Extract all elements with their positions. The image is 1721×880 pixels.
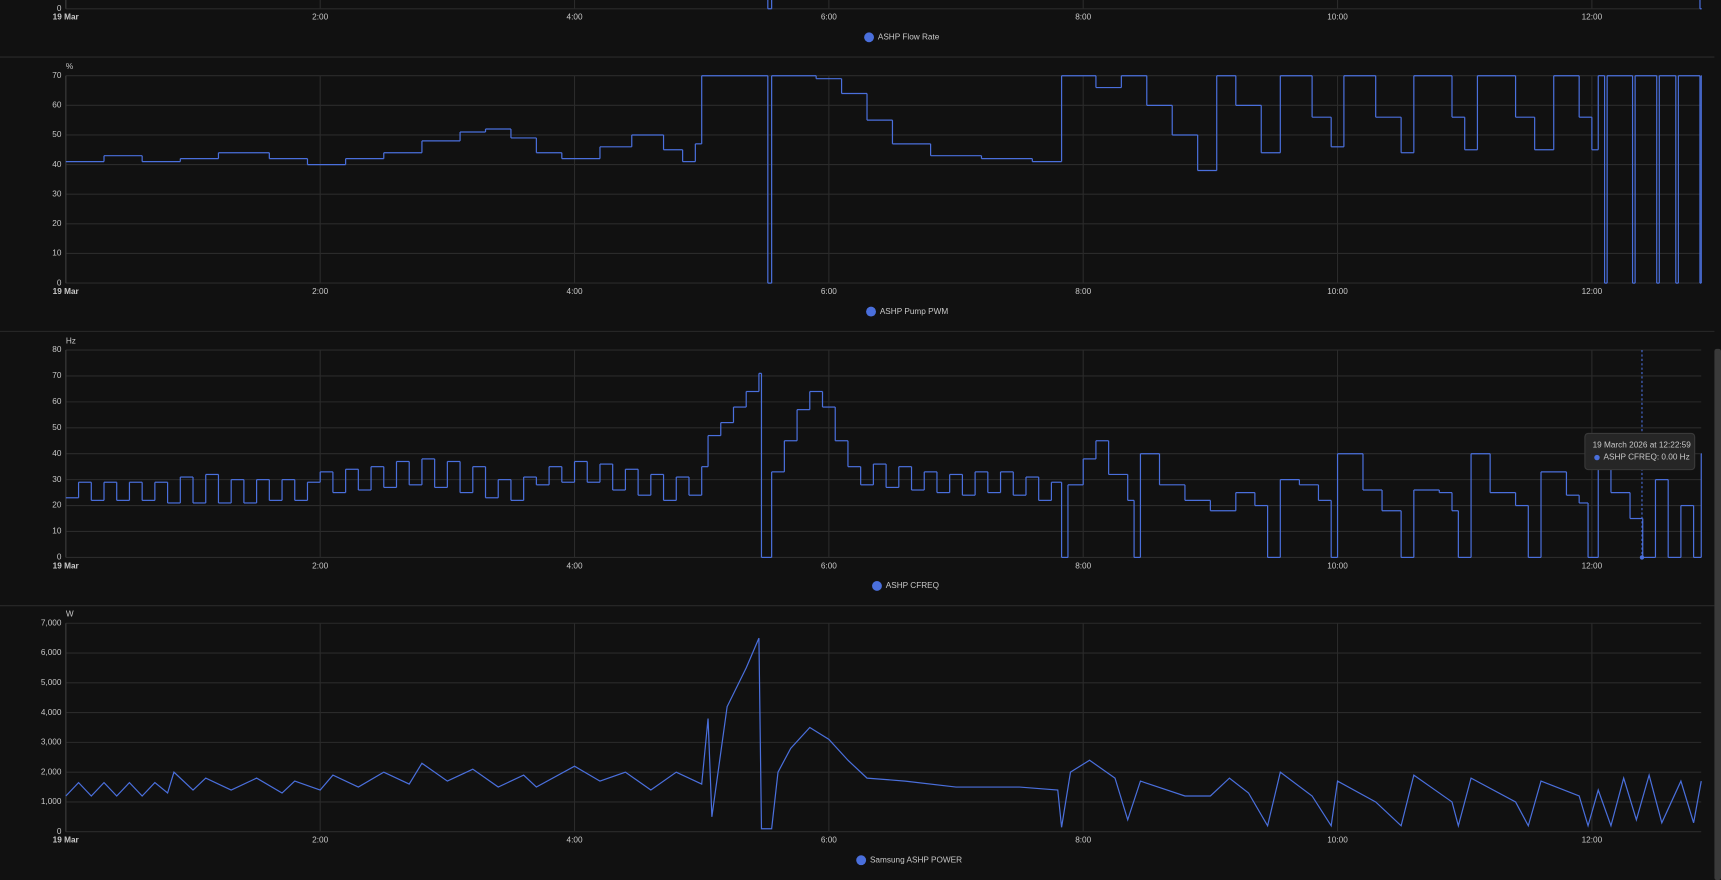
series-line (65, 637, 1702, 830)
tooltip-marker (1594, 454, 1600, 461)
x-tick-label: 8:00 (1075, 561, 1091, 570)
y-tick-label: 0 (57, 278, 62, 287)
y-tick-label: 10 (52, 249, 62, 258)
y-tick-label: 40 (52, 449, 62, 458)
y-tick-label: 60 (52, 101, 62, 110)
legend-marker (872, 580, 882, 591)
series-line (65, 372, 1702, 559)
series-line (767, 0, 1702, 10)
x-tick-label: 4:00 (567, 561, 583, 570)
x-tick-label: 12:00 (1582, 561, 1603, 570)
x-tick-label: 8:00 (1075, 287, 1091, 296)
y-tick-label: 70 (52, 71, 62, 80)
legend-label: Samsung ASHP POWER (870, 855, 962, 864)
y-tick-label: 0 (57, 553, 62, 562)
x-tick-label: 2:00 (312, 13, 328, 22)
y-tick-label: 3,000 (41, 738, 62, 747)
y-tick-label: 30 (52, 475, 62, 484)
x-tick-label: 4:00 (567, 287, 583, 296)
legend-label: ASHP Flow Rate (878, 32, 940, 41)
x-tick-label: 19 Mar (53, 13, 80, 22)
legend-marker (864, 32, 875, 43)
y-tick-label: 2,000 (41, 767, 62, 776)
legend-marker (856, 855, 867, 866)
y-tick-label: 20 (52, 219, 62, 228)
y-tick-label: 50 (52, 423, 62, 432)
y-tick-label: 0 (57, 827, 62, 836)
legend-label: ASHP Pump PWM (880, 307, 949, 316)
x-tick-label: 2:00 (312, 561, 328, 570)
line-path (65, 637, 1702, 830)
y-tick-label: 4,000 (41, 708, 62, 717)
x-tick-label: 12:00 (1582, 287, 1603, 296)
x-tick-label: 2:00 (312, 836, 328, 845)
x-tick-label: 10:00 (1327, 287, 1348, 296)
hover-point (1639, 555, 1645, 560)
legend-label: ASHP CFREQ (886, 581, 939, 590)
x-tick-label: 19 Mar (53, 836, 80, 845)
y-tick-label: 20 (52, 501, 62, 510)
unit-label: W (66, 610, 74, 619)
x-tick-label: 6:00 (821, 287, 837, 296)
x-tick-label: 10:00 (1327, 561, 1348, 570)
x-tick-label: 8:00 (1075, 13, 1091, 22)
x-tick-label: 6:00 (821, 561, 837, 570)
y-tick-label: 50 (52, 130, 62, 139)
tooltip-box (1584, 432, 1696, 471)
x-tick-label: 19 Mar (53, 287, 80, 296)
legend-marker (866, 306, 876, 317)
y-tick-label: 7,000 (41, 618, 62, 627)
y-tick-label: 40 (52, 160, 62, 169)
x-tick-label: 6:00 (821, 13, 837, 22)
y-tick-label: 30 (52, 189, 62, 198)
unit-label: % (66, 62, 74, 71)
y-tick-label: 10 (52, 527, 62, 536)
y-tick-label: 0 (57, 4, 62, 13)
x-tick-label: 10:00 (1327, 836, 1348, 845)
series-line (65, 75, 1702, 284)
x-tick-label: 6:00 (821, 836, 837, 845)
unit-label: Hz (66, 336, 76, 345)
tooltip-title: 19 March 2026 at 12:22:59 (1593, 441, 1692, 450)
x-tick-label: 4:00 (567, 836, 583, 845)
y-tick-label: 60 (52, 397, 62, 406)
y-tick-label: 1,000 (41, 797, 62, 806)
scrollbar[interactable] (1714, 348, 1721, 880)
y-tick-label: 70 (52, 371, 62, 380)
x-tick-label: 8:00 (1075, 836, 1091, 845)
x-tick-label: 12:00 (1582, 13, 1603, 22)
x-tick-label: 2:00 (312, 287, 328, 296)
y-tick-label: 5,000 (41, 678, 62, 687)
x-tick-label: 19 Mar (53, 561, 80, 570)
y-tick-label: 80 (52, 345, 62, 354)
y-tick-label: 6,000 (41, 648, 62, 657)
tooltip-text: ASHP CFREQ: 0.00 Hz (1604, 453, 1690, 462)
x-tick-label: 12:00 (1582, 836, 1603, 845)
x-tick-label: 4:00 (567, 13, 583, 22)
x-tick-label: 10:00 (1327, 13, 1348, 22)
